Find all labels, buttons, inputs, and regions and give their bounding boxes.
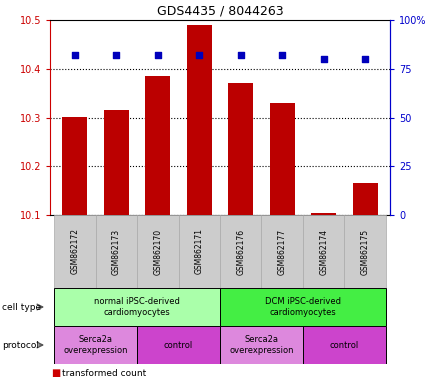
Bar [344,215,386,288]
Text: control: control [164,341,193,349]
Text: ■: ■ [51,368,60,378]
Text: GSM862173: GSM862173 [112,228,121,275]
Text: control: control [330,341,359,349]
Title: GDS4435 / 8044263: GDS4435 / 8044263 [157,5,283,17]
Text: protocol: protocol [2,341,39,349]
Bar [228,83,253,215]
Bar [311,213,336,215]
Bar [220,215,261,288]
Bar [220,288,386,326]
Bar [54,215,96,288]
Text: Serca2a
overexpression: Serca2a overexpression [63,335,128,355]
Bar [261,215,303,288]
Bar [303,326,386,364]
Point [320,56,327,62]
Bar [54,326,137,364]
Bar [137,215,178,288]
Text: GSM862171: GSM862171 [195,228,204,275]
Text: DCM iPSC-derived
cardiomyocytes: DCM iPSC-derived cardiomyocytes [265,297,341,317]
Point [237,52,244,58]
Bar [353,183,377,215]
Text: GSM862175: GSM862175 [361,228,370,275]
Bar [96,215,137,288]
Bar [178,215,220,288]
Bar [54,288,220,326]
Point [113,52,120,58]
Text: GSM862177: GSM862177 [278,228,287,275]
Bar [62,118,87,215]
Text: GSM862174: GSM862174 [319,228,328,275]
Text: GSM862170: GSM862170 [153,228,162,275]
Bar [220,326,303,364]
Point [279,52,286,58]
Point [154,52,161,58]
Text: normal iPSC-derived
cardiomyocytes: normal iPSC-derived cardiomyocytes [94,297,180,317]
Point [71,52,78,58]
Bar [137,326,220,364]
Text: transformed count: transformed count [62,369,146,377]
Bar [145,76,170,215]
Text: cell type: cell type [2,303,41,311]
Text: GSM862176: GSM862176 [236,228,245,275]
Text: GSM862172: GSM862172 [71,228,79,275]
Text: Serca2a
overexpression: Serca2a overexpression [229,335,294,355]
Bar [303,215,344,288]
Point [196,52,203,58]
Bar [270,103,295,215]
Bar [187,25,212,215]
Bar [104,110,129,215]
Point [362,56,368,62]
